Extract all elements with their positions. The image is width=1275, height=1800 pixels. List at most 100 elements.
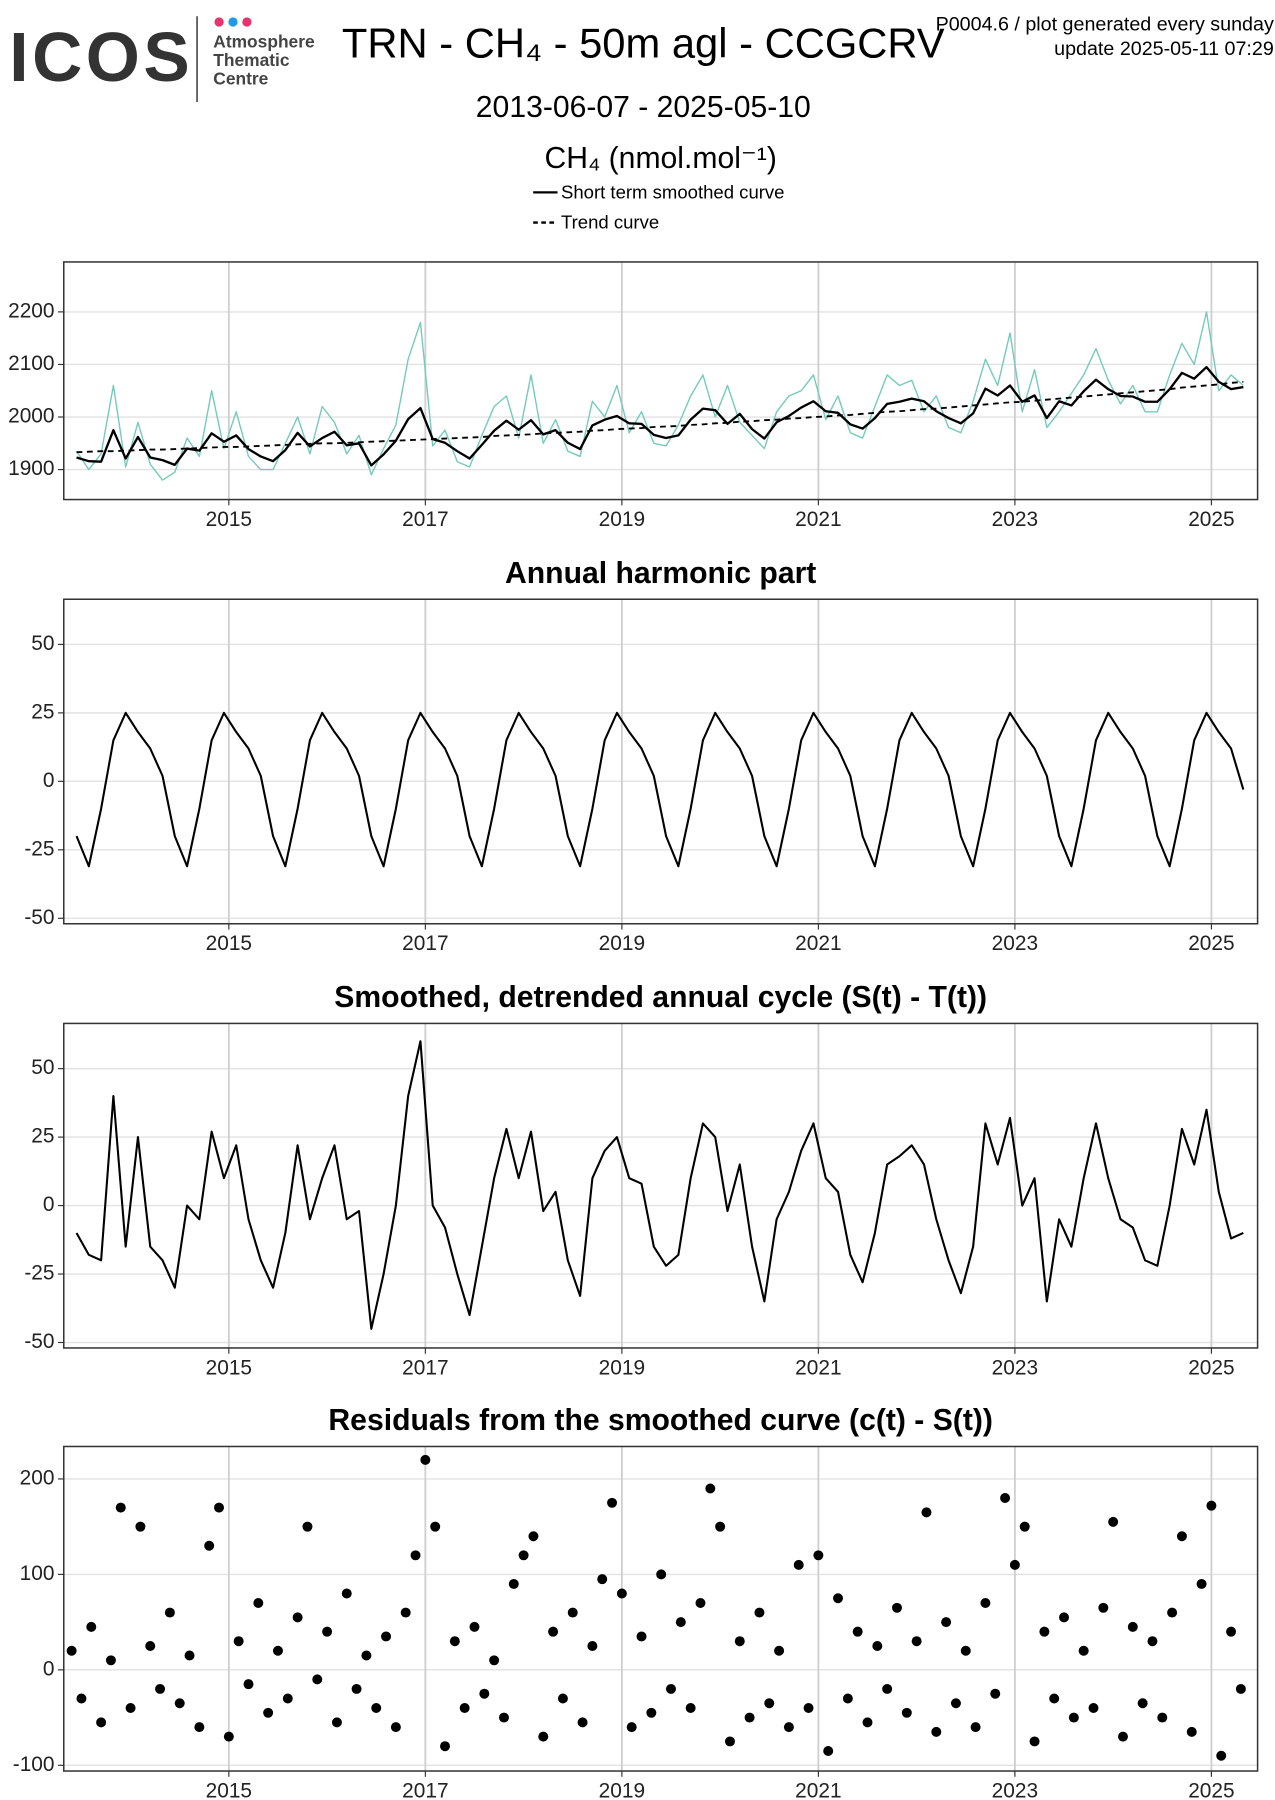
residual-point (272, 1645, 283, 1656)
residual-point (331, 1717, 342, 1728)
residual-point (449, 1636, 460, 1647)
logo-text: Thematic (213, 50, 290, 70)
residual-point (1000, 1493, 1011, 1504)
residual-point (990, 1688, 1001, 1699)
residual-point (105, 1655, 116, 1666)
x-tick-label: 2019 (599, 932, 645, 955)
residual-point (695, 1598, 706, 1609)
plot-background (63, 1446, 1258, 1772)
residual-point (1068, 1712, 1079, 1723)
y-tick-label: 50 (31, 632, 54, 655)
residual-point (381, 1631, 392, 1642)
x-tick-label: 2025 (1188, 1356, 1234, 1379)
residual-point (1078, 1645, 1089, 1656)
logo-dot (242, 17, 252, 27)
residual-point (479, 1688, 490, 1699)
residual-point (646, 1707, 657, 1718)
residual-point (587, 1640, 598, 1651)
plot-border (63, 1022, 1259, 1349)
residual-point (626, 1722, 637, 1733)
residual-point (155, 1683, 166, 1694)
residual-point (1216, 1750, 1227, 1761)
logo-dot (214, 17, 224, 27)
title: TRN - CH₄ - 50m agl - CCGCRV (342, 19, 945, 66)
x-tick-label: 2019 (599, 508, 645, 531)
residual-point (636, 1631, 647, 1642)
x-tick-label: 2017 (402, 508, 448, 531)
residual-point (892, 1602, 902, 1613)
y-tick-label: 0 (43, 769, 55, 792)
x-tick-label: 2017 (402, 1356, 448, 1379)
panel-title: Smoothed, detrended annual cycle (S(t) -… (334, 981, 987, 1014)
x-tick-label: 2017 (402, 1779, 448, 1800)
update: update 2025-05-11 07:29 (1054, 38, 1274, 60)
residual-point (164, 1607, 175, 1618)
residual-point (184, 1650, 195, 1661)
series-line (76, 365, 1244, 467)
y-axis-label: CH₄ (nmol.mol⁻¹) (544, 142, 776, 175)
residual-point (783, 1722, 794, 1733)
x-tick-label: 2015 (206, 1356, 252, 1379)
residual-point (1039, 1626, 1050, 1637)
x-tick-label: 2025 (1188, 1779, 1234, 1800)
y-tick-label: 50 (31, 1056, 54, 1079)
plot-border (63, 1445, 1259, 1772)
residual-point (1196, 1578, 1207, 1589)
y-tick-label: 200 (20, 1466, 55, 1489)
y-tick-label: 0 (43, 1193, 55, 1216)
residual-point (223, 1731, 234, 1742)
residual-point (577, 1717, 588, 1728)
residual-point (833, 1593, 844, 1604)
residual-point (950, 1698, 961, 1709)
residual-point (1206, 1500, 1217, 1511)
residual-point (243, 1679, 254, 1690)
residual-point (548, 1626, 559, 1637)
residual-point (1059, 1612, 1070, 1623)
plot-area (75, 311, 1244, 481)
residual-point (715, 1521, 726, 1532)
residual-point (1167, 1607, 1178, 1618)
period: 2013-06-07 - 2025-05-10 (476, 91, 811, 124)
residual-point (882, 1683, 893, 1694)
residual-point (1029, 1736, 1040, 1747)
plot-background (63, 1023, 1258, 1348)
residual-point (960, 1645, 971, 1656)
logo-dot (228, 17, 238, 27)
x-tick-label: 2025 (1188, 932, 1234, 955)
residual-point (754, 1607, 765, 1618)
y-tick-label: -25 (24, 837, 54, 860)
residual-point (744, 1712, 755, 1723)
residual-point (813, 1550, 824, 1561)
y-tick-label: 0 (43, 1657, 55, 1680)
residual-point (282, 1693, 293, 1704)
residual-point (911, 1636, 922, 1647)
y-tick-label: 2000 (8, 405, 54, 428)
residual-point (498, 1712, 509, 1723)
y-tick-label: -50 (24, 906, 54, 929)
y-tick-label: -100 (13, 1753, 55, 1776)
residual-point (96, 1717, 107, 1728)
residual-point (1176, 1531, 1187, 1542)
residual-point (1157, 1712, 1168, 1723)
residual-point (597, 1574, 608, 1585)
residual-point (489, 1655, 500, 1666)
x-tick-label: 2021 (795, 1779, 841, 1800)
plot-border (63, 261, 1259, 501)
residual-point (361, 1650, 372, 1661)
y-tick-label: 2100 (8, 352, 54, 375)
residual-point (508, 1578, 519, 1589)
residual-point (734, 1636, 745, 1647)
residual-point (1137, 1698, 1148, 1709)
residual-point (1049, 1693, 1060, 1704)
residual-point (135, 1521, 146, 1532)
series-line (75, 711, 1245, 868)
residual-point (607, 1497, 618, 1508)
residual-point (410, 1550, 421, 1561)
residual-point (567, 1607, 578, 1618)
residual-point (292, 1612, 303, 1623)
panel-title: Annual harmonic part (505, 557, 816, 590)
residual-point (174, 1698, 185, 1709)
residual-point (1186, 1726, 1197, 1737)
